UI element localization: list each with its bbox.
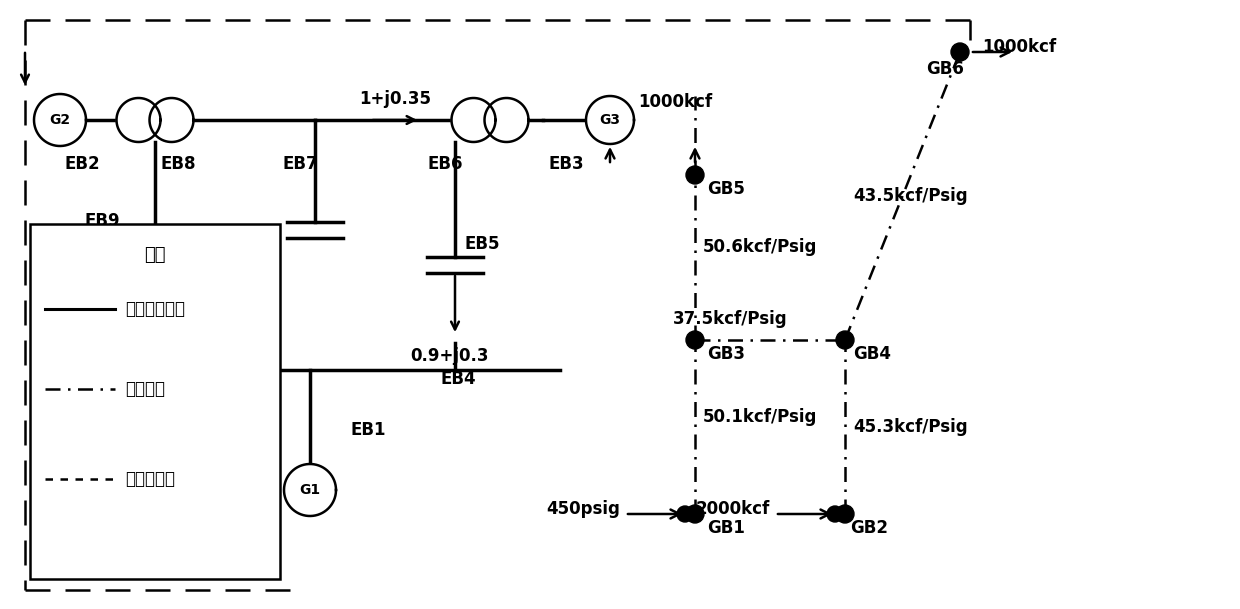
Polygon shape: [284, 464, 336, 516]
Text: 1000kcf: 1000kcf: [982, 38, 1056, 56]
Text: GB3: GB3: [707, 345, 745, 363]
Text: GB4: GB4: [853, 345, 892, 363]
Text: 50.1kcf/Psig: 50.1kcf/Psig: [703, 408, 817, 426]
Circle shape: [686, 166, 704, 184]
Text: EB1: EB1: [350, 421, 386, 439]
Circle shape: [836, 505, 854, 523]
Circle shape: [836, 331, 854, 349]
Text: GB2: GB2: [849, 519, 888, 537]
Text: EB8: EB8: [160, 155, 196, 173]
Polygon shape: [451, 98, 496, 142]
Text: 1000kcf: 1000kcf: [639, 93, 712, 111]
Text: G1: G1: [299, 483, 321, 497]
Circle shape: [827, 506, 843, 522]
Text: 2000kcf: 2000kcf: [696, 500, 770, 518]
Text: G3: G3: [599, 113, 620, 127]
Text: EB6: EB6: [428, 155, 463, 173]
Text: EB2: EB2: [64, 155, 100, 173]
Text: 图例: 图例: [144, 246, 166, 264]
Text: 45.3kcf/Psig: 45.3kcf/Psig: [853, 418, 967, 436]
FancyBboxPatch shape: [30, 224, 280, 579]
Text: EB9: EB9: [86, 212, 120, 230]
Text: 43.5kcf/Psig: 43.5kcf/Psig: [853, 187, 967, 205]
Text: 450psig: 450psig: [546, 500, 620, 518]
Text: 电网等值电路: 电网等值电路: [125, 300, 185, 318]
Text: GB6: GB6: [926, 60, 963, 78]
Text: G2: G2: [50, 113, 71, 127]
Polygon shape: [150, 98, 193, 142]
Text: GB5: GB5: [707, 180, 745, 198]
Text: 50.6kcf/Psig: 50.6kcf/Psig: [703, 239, 817, 256]
Text: EB7: EB7: [283, 155, 317, 173]
Text: 37.5kcf/Psig: 37.5kcf/Psig: [672, 310, 787, 328]
Text: 煤气管道: 煤气管道: [125, 380, 165, 398]
Text: 1+j0.35: 1+j0.35: [360, 90, 432, 108]
Text: GB1: GB1: [707, 519, 745, 537]
Polygon shape: [485, 98, 528, 142]
Text: 0.9+j0.3: 0.9+j0.3: [410, 347, 489, 365]
Text: EB3: EB3: [548, 155, 584, 173]
Circle shape: [677, 506, 693, 522]
Polygon shape: [33, 94, 86, 146]
Polygon shape: [117, 98, 160, 142]
Polygon shape: [587, 96, 634, 144]
Circle shape: [686, 505, 704, 523]
Text: 1.25+j0.5: 1.25+j0.5: [95, 330, 185, 348]
Circle shape: [686, 331, 704, 349]
Text: EB4: EB4: [440, 370, 476, 388]
Text: 天然气流量: 天然气流量: [125, 470, 175, 488]
Circle shape: [951, 43, 968, 61]
Text: EB5: EB5: [465, 235, 501, 253]
